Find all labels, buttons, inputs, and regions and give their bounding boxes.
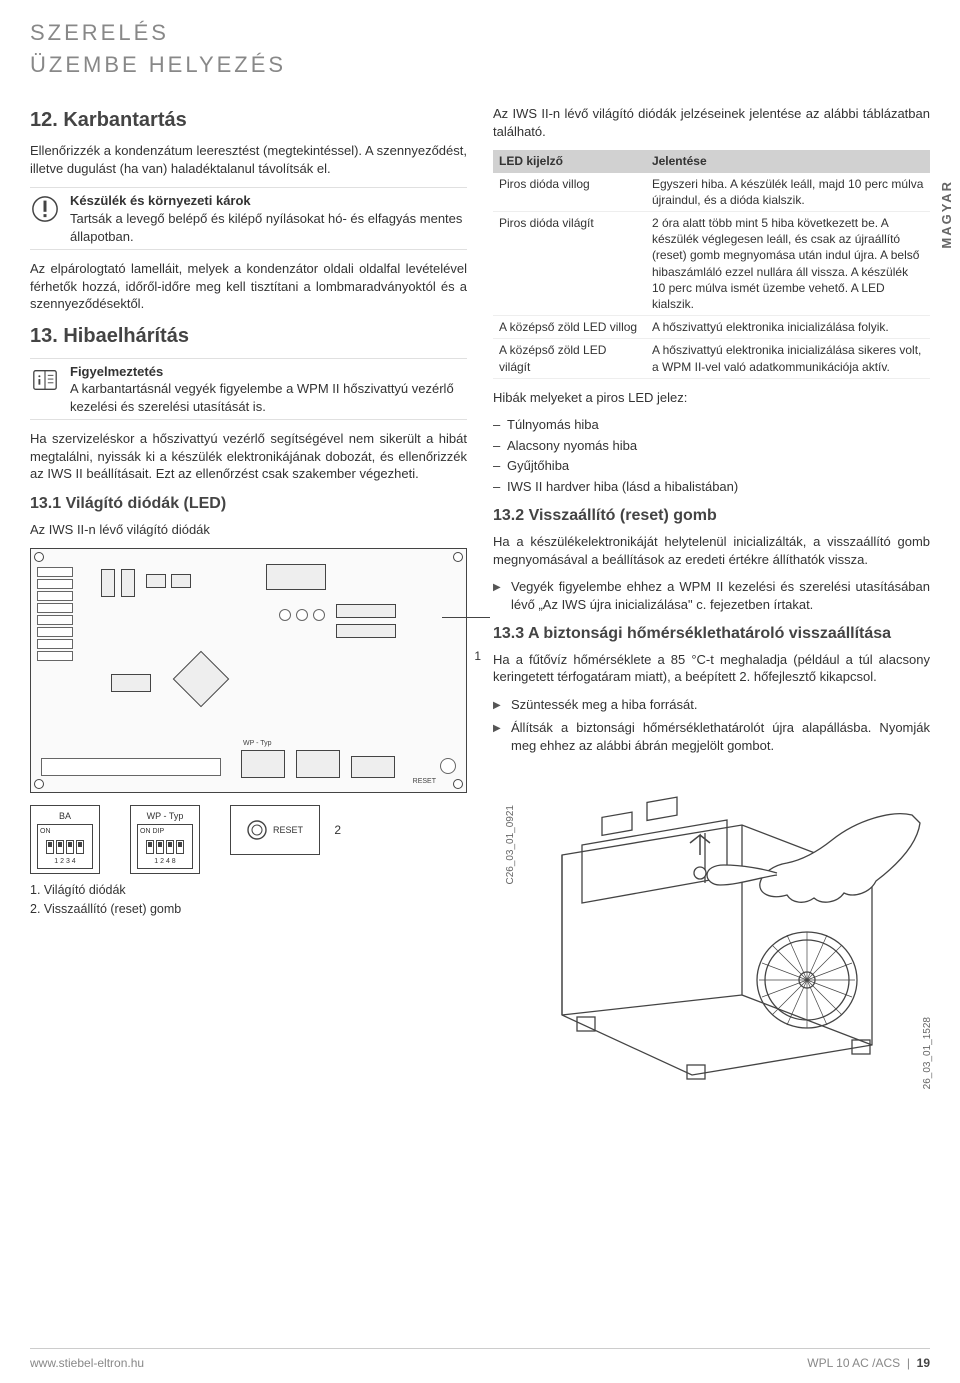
- info-title: Figyelmeztetés: [70, 363, 467, 381]
- list-item: Állítsák a biztonsági hőmérséklethatárol…: [493, 719, 930, 754]
- pcb-detail-row: BA ON 1 2 3 4 WP - Typ ON DIP 1 2 4 8: [30, 805, 467, 874]
- s13-1-caption: Az IWS II-n lévő világító diódák: [30, 521, 467, 539]
- manual-icon: [30, 365, 60, 395]
- section-13-2-heading: 13.2 Visszaállító (reset) gomb: [493, 505, 930, 527]
- table-row: Piros dióda világít2 óra alatt több mint…: [493, 212, 930, 316]
- wp-switch-box: WP - Typ ON DIP 1 2 4 8: [130, 805, 200, 874]
- list-item: Gyűjtőhiba: [493, 457, 930, 475]
- legend-2: 2. Visszaállító (reset) gomb: [30, 901, 467, 918]
- list-item: Vegyék figyelembe ehhez a WPM II kezelés…: [493, 578, 930, 613]
- device-diagram: 26_03_01_1528: [493, 765, 930, 1090]
- ba-switch-box: BA ON 1 2 3 4: [30, 805, 100, 874]
- footer-url: www.stiebel-eltron.hu: [30, 1355, 144, 1371]
- th-meaning: Jelentése: [646, 150, 930, 172]
- s13-2-actions: Vegyék figyelembe ehhez a WPM II kezelés…: [493, 578, 930, 613]
- hazard-title: Készülék és környezeti károk: [70, 192, 467, 210]
- callout-1: 1: [474, 648, 481, 664]
- section-13-1-heading: 13.1 Világító diódák (LED): [30, 493, 467, 515]
- callout-2: 2: [334, 822, 341, 838]
- s13-3-para: Ha a fűtővíz hőmérséklete a 85 °C-t megh…: [493, 651, 930, 686]
- reset-box: RESET 2: [230, 805, 320, 855]
- hazard-icon: [30, 194, 60, 224]
- error-list: Túlnyomás hiba Alacsony nyomás hiba Gyűj…: [493, 416, 930, 495]
- list-item: IWS II hardver hiba (lásd a hibalistában…: [493, 478, 930, 496]
- footer-model: WPL 10 AC /ACS: [807, 1356, 900, 1370]
- s12-intro: Ellenőrizzék a kondenzátum leeresztést (…: [30, 142, 467, 177]
- page-footer: www.stiebel-eltron.hu WPL 10 AC /ACS | 1…: [30, 1348, 930, 1371]
- table-row: Piros dióda villogEgyszeri hiba. A készü…: [493, 173, 930, 212]
- figure-code-2: 26_03_01_1528: [921, 1017, 935, 1089]
- section-13-3-heading: 13.3 A biztonsági hőmérséklethatároló vi…: [493, 623, 930, 645]
- s13-3-actions: Szüntessék meg a hiba forrását. Állítsák…: [493, 696, 930, 755]
- footer-page: 19: [917, 1356, 930, 1370]
- figure-legend: 1. Világító diódák 2. Visszaállító (rese…: [30, 882, 467, 918]
- header-line1: SZERELÉS: [30, 18, 930, 48]
- s12-para2: Az elpárologtató lamelláit, melyek a kon…: [30, 260, 467, 313]
- language-tab: MAGYAR: [938, 180, 956, 249]
- legend-1: 1. Világító diódák: [30, 882, 467, 899]
- errlist-intro: Hibák melyeket a piros LED jelez:: [493, 389, 930, 407]
- info-body: A karbantartásnál vegyék figyelembe a WP…: [70, 380, 467, 415]
- left-column: 12. Karbantartás Ellenőrizzék a kondenzá…: [30, 105, 467, 1089]
- pcb-diagram: WP - Typ RESET 1: [30, 548, 467, 793]
- right-column: Az IWS II-n lévő világító diódák jelzése…: [493, 105, 930, 1089]
- s13-2-para: Ha a készülékelektronikáját helytelenül …: [493, 533, 930, 568]
- right-intro: Az IWS II-n lévő világító diódák jelzése…: [493, 105, 930, 140]
- list-item: Szüntessék meg a hiba forrását.: [493, 696, 930, 714]
- hazard-body: Tartsák a levegő belépő és kilépő nyílás…: [70, 210, 467, 245]
- th-led: LED kijelző: [493, 150, 646, 172]
- list-item: Alacsony nyomás hiba: [493, 437, 930, 455]
- section-12-heading: 12. Karbantartás: [30, 107, 467, 134]
- hazard-notice: Készülék és környezeti károk Tartsák a l…: [30, 187, 467, 250]
- table-row: A középső zöld LED világítA hőszivattyú …: [493, 339, 930, 378]
- list-item: Túlnyomás hiba: [493, 416, 930, 434]
- table-row: A középső zöld LED villogA hőszivattyú e…: [493, 316, 930, 339]
- led-meaning-table: LED kijelző Jelentése Piros dióda villog…: [493, 150, 930, 378]
- section-13-heading: 13. Hibaelhárítás: [30, 323, 467, 350]
- header-line2: ÜZEMBE HELYEZÉS: [30, 50, 930, 80]
- s13-para: Ha szervizeléskor a hőszivattyú vezérlő …: [30, 430, 467, 483]
- info-notice: Figyelmeztetés A karbantartásnál vegyék …: [30, 358, 467, 421]
